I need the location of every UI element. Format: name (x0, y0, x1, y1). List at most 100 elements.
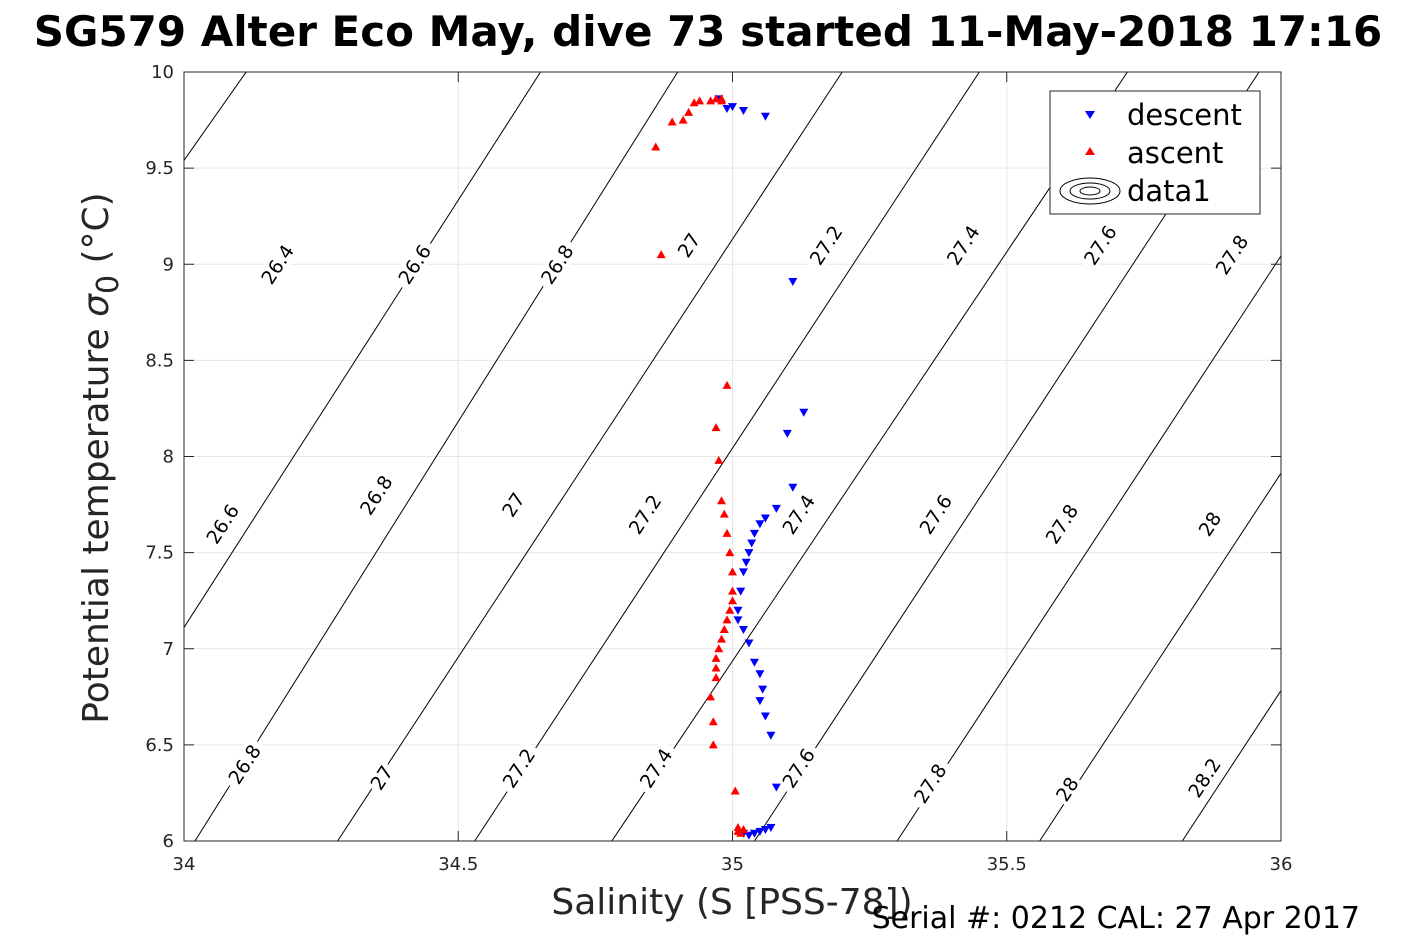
ascent-point (684, 107, 694, 116)
ascent-point (717, 96, 727, 105)
x-axis-label: Salinity (S [PSS-78]) (551, 882, 912, 923)
x-tick-label: 35 (721, 854, 744, 875)
ascent-point (728, 567, 737, 576)
x-tick-label: 34.5 (438, 854, 478, 875)
contour-label-bg (1208, 226, 1256, 283)
descent-point (760, 514, 770, 523)
contour-label-bg (390, 236, 438, 293)
descent-point (744, 639, 754, 648)
y-axis-label: Potential temperature σ0 (°C) (76, 192, 126, 723)
isopycnal-line (896, 254, 1281, 841)
descent-point (749, 529, 759, 538)
ascent-point (725, 548, 735, 557)
isopycnal-line (474, 72, 980, 841)
contour-label-bg (1049, 770, 1085, 808)
descent-point (788, 483, 798, 492)
descent-point (744, 549, 754, 558)
contour-label-bg (253, 236, 301, 293)
contour-label-bg (198, 496, 246, 552)
y-axis-label-main: Potential temperature (76, 317, 117, 724)
descent-point (771, 504, 781, 513)
y-tick-label: 6.5 (145, 735, 174, 756)
contour-label-bg (495, 486, 531, 523)
y-tick-label: 9 (163, 254, 174, 275)
contour-label-bg (774, 486, 822, 542)
ascent-point (733, 823, 743, 832)
y-tick-label: 9.5 (145, 158, 174, 179)
ascent-point (695, 96, 705, 105)
descent-series (714, 95, 809, 840)
isopycnal-line (184, 72, 541, 629)
descent-point (733, 606, 743, 615)
isopycnal-line (611, 72, 1128, 841)
ascent-point (722, 380, 732, 389)
descent-point (728, 103, 737, 112)
ascent-point (711, 663, 721, 672)
contour-label-bg (495, 740, 543, 796)
y-tick-label: 10 (151, 62, 174, 83)
descent-point (733, 616, 743, 625)
descent-point (766, 731, 776, 740)
ascent-point (714, 644, 724, 653)
contour-label-bg (906, 755, 954, 812)
y-axis-label-unit: (°C) (76, 192, 117, 275)
descent-point (758, 685, 768, 694)
isopycnal-line (1039, 472, 1281, 841)
ascent-point (719, 625, 729, 634)
contour-label-bg (632, 740, 680, 796)
contour-label-bg (1192, 505, 1227, 542)
descent-point (755, 670, 765, 679)
ascent-point (725, 605, 735, 614)
ascent-point (651, 142, 661, 151)
descent-point (738, 626, 748, 635)
contour-label-bg (1076, 217, 1124, 273)
descent-point (736, 587, 746, 596)
ascent-point (711, 653, 721, 662)
ascent-point (656, 250, 666, 259)
legend-contour-icon (1059, 177, 1121, 205)
x-tick-label: 36 (1270, 854, 1293, 875)
legend-data1-label: data1 (1127, 174, 1211, 208)
x-tick-label: 35.5 (987, 854, 1027, 875)
y-tick-label: 6 (163, 831, 174, 852)
ascent-point (706, 692, 716, 701)
descent-point (738, 106, 748, 115)
descent-point (744, 831, 754, 840)
ascent-series (651, 94, 748, 837)
legend-descent-label: descent (1127, 98, 1242, 132)
contour-label-bg (1038, 496, 1086, 552)
contour-label-bg (621, 486, 669, 542)
contour-label-bg (911, 486, 959, 542)
descent-point (738, 568, 748, 577)
ascent-point (678, 115, 688, 124)
legend-box (1049, 90, 1261, 215)
descent-point (741, 558, 751, 567)
contour-label: 27.2 (495, 740, 543, 796)
ascent-point (730, 786, 740, 795)
y-axis-label-subscript: 0 (91, 275, 126, 294)
contour-label-bg (802, 217, 850, 273)
contour-label-bg (220, 736, 268, 792)
chart-title: SG579 Alter Eco May, dive 73 started 11-… (34, 7, 1383, 56)
contour-label-bg (774, 740, 822, 796)
legend-ascent-label: ascent (1127, 136, 1223, 170)
ascent-point (708, 717, 718, 726)
descent-point (755, 520, 765, 529)
isopycnal-line (194, 72, 679, 841)
ascent-point (722, 615, 732, 624)
ascent-point (708, 740, 718, 749)
isopycnal-line (1181, 689, 1281, 841)
y-tick-label: 8.5 (145, 350, 174, 371)
ascent-point (714, 455, 724, 464)
descent-point (760, 712, 770, 721)
ascent-point (717, 634, 727, 643)
ascent-point (728, 586, 737, 595)
ascent-point (728, 596, 737, 605)
y-axis-ticks: 6 6.5 7 7.5 8 8.5 9 9.5 10 (145, 62, 1281, 852)
legend-ascent-marker (1085, 147, 1095, 155)
descent-point (749, 658, 759, 667)
descent-point (799, 408, 809, 417)
contour-label-bg (352, 467, 400, 523)
y-tick-label: 7.5 (145, 543, 174, 564)
descent-point (722, 105, 732, 114)
